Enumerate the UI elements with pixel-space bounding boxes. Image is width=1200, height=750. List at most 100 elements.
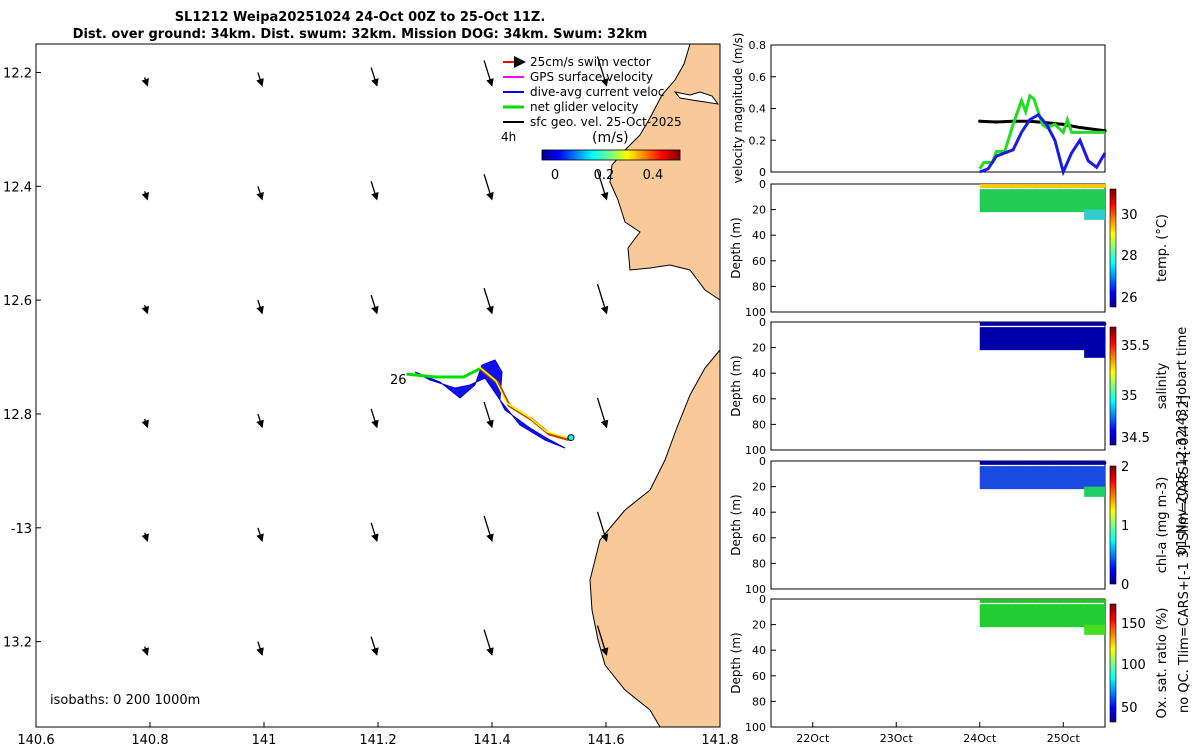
legend-label-dive: dive-avg current veloc bbox=[530, 85, 665, 99]
salinity-surface-dot bbox=[1087, 322, 1092, 326]
temperature-surface-dot bbox=[1039, 184, 1044, 188]
chlorophyll-surface-dot bbox=[988, 461, 993, 465]
oxygen-surface-dot bbox=[1090, 599, 1095, 603]
chlorophyll-surface-dot bbox=[1033, 461, 1038, 465]
geo-velocity-arrow bbox=[596, 56, 609, 87]
geo-velocity-arrow bbox=[370, 181, 379, 201]
chlorophyll-colorbar-tick: 0 bbox=[1121, 578, 1129, 593]
chlorophyll-surface-dot bbox=[1096, 461, 1101, 465]
salinity-colorbar-tick: 35.5 bbox=[1121, 339, 1150, 354]
temperature-surface-dot bbox=[1087, 184, 1092, 188]
oxygen-surface-dot bbox=[1060, 599, 1065, 603]
oxygen-surface-dot bbox=[1084, 599, 1089, 603]
temperature-surface-dot bbox=[1057, 184, 1062, 188]
chlorophyll-surface-dot bbox=[991, 461, 996, 465]
oxygen-surface-dot bbox=[997, 599, 1002, 603]
chlorophyll-ytick-label: 20 bbox=[752, 481, 766, 494]
oxygen-surface-dot bbox=[1087, 599, 1092, 603]
temperature-surface-dot bbox=[1093, 184, 1098, 188]
isobaths-label: isobaths: 0 200 1000m bbox=[50, 693, 200, 708]
chlorophyll-surface-dot bbox=[1060, 461, 1065, 465]
salinity-surface-dot bbox=[982, 322, 987, 326]
temperature-surface-dot bbox=[1021, 184, 1026, 188]
salinity-surface-dot bbox=[1012, 322, 1017, 326]
side-label-timestamp: 01-Nov-2025 12:32:43 Hobart time bbox=[1175, 327, 1190, 556]
temperature-surface-dot bbox=[1069, 184, 1074, 188]
oxygen-surface-dot bbox=[1030, 599, 1035, 603]
temperature-panel: 0 20 40 60 80 100 Depth (m) 26 28 30 temp. (°C) bbox=[729, 178, 1170, 319]
geo-velocity-arrow bbox=[256, 72, 264, 87]
salinity-surface-dot bbox=[1027, 322, 1032, 326]
map-ytick-label: -13 bbox=[11, 522, 32, 537]
track-end-marker bbox=[567, 434, 575, 442]
geo-velocity-arrow bbox=[256, 299, 264, 315]
geo-velocity-arrow bbox=[483, 174, 494, 201]
temperature-surface-dot bbox=[982, 184, 987, 188]
temperature-surface-dot bbox=[1048, 184, 1053, 188]
geo-velocity-arrow bbox=[141, 304, 149, 315]
chlorophyll-surface-dot bbox=[982, 461, 987, 465]
chlorophyll-surface-dot bbox=[985, 461, 990, 465]
oxygen-colorbar-tick: 150 bbox=[1121, 617, 1146, 632]
oxygen-surface-dot bbox=[1096, 599, 1101, 603]
salinity-surface-dot bbox=[985, 322, 990, 326]
salinity-surface-dot bbox=[1024, 322, 1029, 326]
oxygen-colorbar-tick: 100 bbox=[1121, 658, 1146, 673]
temperature-surface-dot bbox=[1018, 184, 1023, 188]
velocity-ylabel: velocity magnitude (m/s) bbox=[731, 33, 745, 184]
salinity-surface-dot bbox=[1015, 322, 1020, 326]
time-xtick-label: 23Oct bbox=[880, 732, 914, 745]
salinity-surface-dot bbox=[1051, 322, 1056, 326]
oxygen-surface-dot bbox=[1075, 599, 1080, 603]
salinity-profile-data bbox=[979, 327, 1105, 351]
temperature-ytick-label: 40 bbox=[752, 229, 766, 242]
dive-avg-velocity-series bbox=[979, 112, 1107, 177]
temperature-surface-dot bbox=[979, 184, 984, 188]
chlorophyll-surface-dot bbox=[1084, 461, 1089, 465]
geo-velocity-arrow bbox=[596, 283, 609, 315]
map-xtick-label: 140.8 bbox=[131, 733, 168, 748]
geo-velocity-arrow bbox=[256, 527, 264, 543]
temperature-surface-dot bbox=[1033, 184, 1038, 188]
oxygen-surface-dot bbox=[1009, 599, 1014, 603]
salinity-surface-dot bbox=[1036, 322, 1041, 326]
chlorophyll-surface-dot bbox=[994, 461, 999, 465]
legend-label-swim: 25cm/s swim vector bbox=[530, 55, 651, 69]
velocity-ytick-label: 0.2 bbox=[749, 134, 767, 147]
temperature-surface-dot bbox=[1054, 184, 1059, 188]
geo-velocity-arrow bbox=[370, 636, 379, 656]
chlorophyll-surface-dot bbox=[1027, 461, 1032, 465]
salinity-surface-dot bbox=[1072, 322, 1077, 326]
chlorophyll-surface-dot bbox=[1006, 461, 1011, 465]
temperature-ytick-label: 100 bbox=[745, 306, 766, 319]
chlorophyll-surface-dot bbox=[1102, 461, 1107, 465]
oxygen-surface-dot bbox=[1006, 599, 1011, 603]
geo-velocity-arrow bbox=[370, 294, 379, 315]
coast-line-north bbox=[609, 43, 721, 301]
chlorophyll-surface-dot bbox=[1030, 461, 1035, 465]
temperature-surface-dot bbox=[1066, 184, 1071, 188]
geo-velocity-arrow bbox=[596, 511, 609, 543]
oxygen-surface-dot bbox=[1063, 599, 1068, 603]
temperature-surface-dot bbox=[1027, 184, 1032, 188]
salinity-surface-dot bbox=[1078, 322, 1083, 326]
chlorophyll-surface-dot bbox=[1039, 461, 1044, 465]
map-panel: 26 25cm/s swim vector GPS surface veloci… bbox=[3, 43, 739, 748]
temperature-surface-dot bbox=[1045, 184, 1050, 188]
salinity-surface-dot bbox=[991, 322, 996, 326]
salinity-surface-dot bbox=[1069, 322, 1074, 326]
salinity-colorbar-tick: 34.5 bbox=[1121, 431, 1150, 446]
geo-velocity-arrow bbox=[596, 170, 609, 201]
temperature-surface-dot bbox=[1024, 184, 1029, 188]
oxygen-colorbar-label: Ox. sat. ratio (%) bbox=[1155, 608, 1170, 719]
oxygen-surface-dot bbox=[1051, 599, 1056, 603]
temperature-ytick-label: 0 bbox=[759, 178, 766, 191]
chlorophyll-panel: 0 20 40 60 80 100 Depth (m) 0 1 2 chl-a (mg m-3) bbox=[729, 455, 1170, 596]
chlorophyll-surface-dot bbox=[1042, 461, 1047, 465]
salinity-surface-dot bbox=[1081, 322, 1086, 326]
oxygen-surface-dot bbox=[1069, 599, 1074, 603]
geo-velocity-arrow bbox=[256, 186, 264, 201]
salinity-colorbar bbox=[1109, 326, 1117, 446]
geo-velocity-arrow bbox=[256, 413, 264, 429]
chlorophyll-surface-dot bbox=[1090, 461, 1095, 465]
